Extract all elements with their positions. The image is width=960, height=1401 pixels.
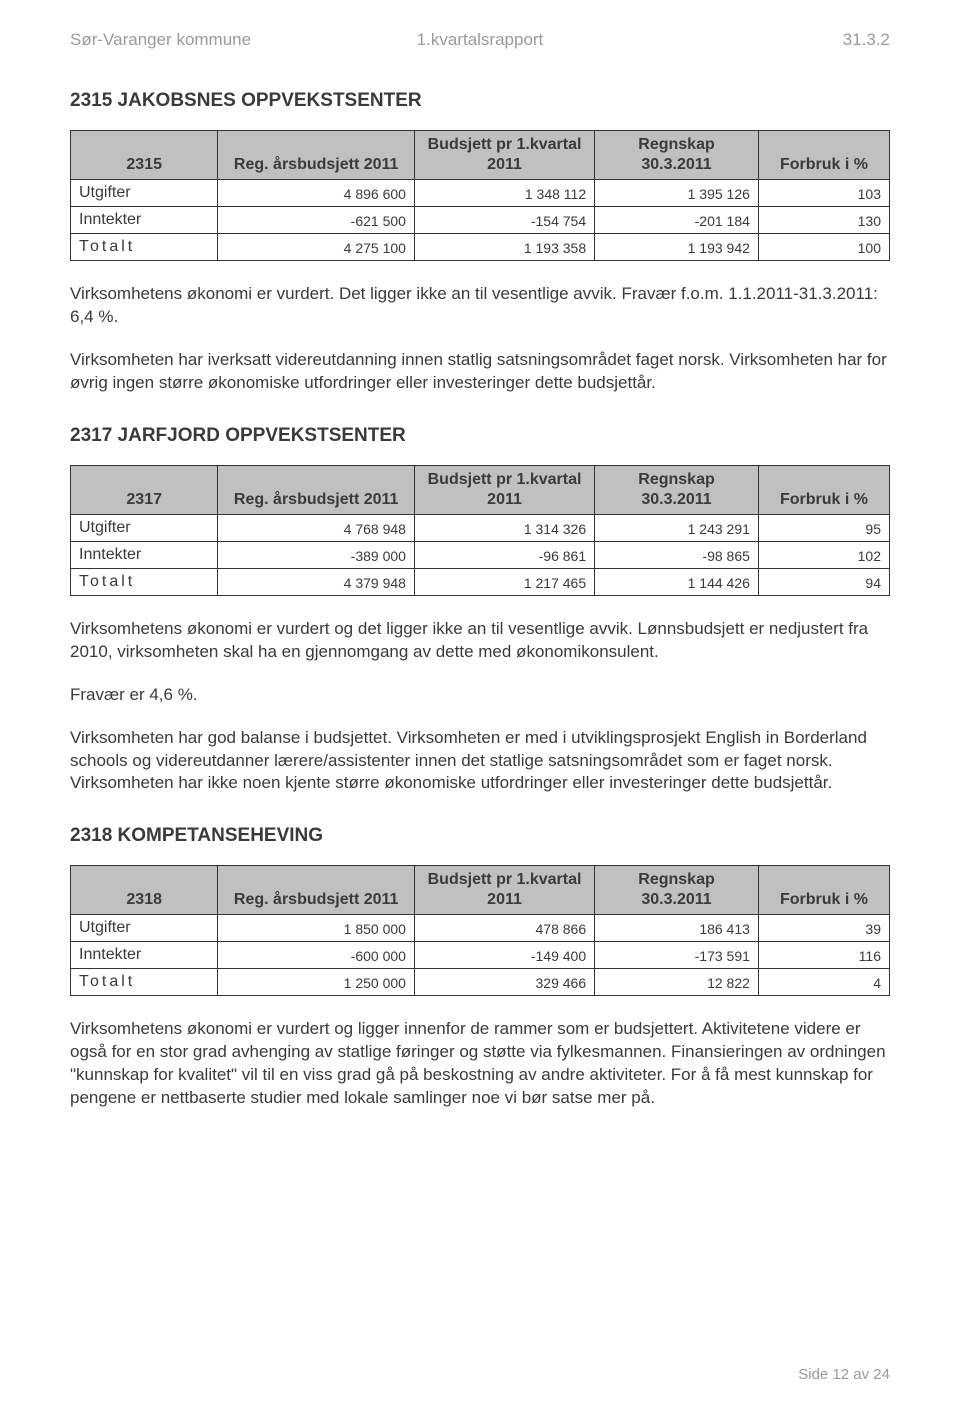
table-cell: 12 822 [595, 969, 759, 996]
budget-table: 2317Reg. årsbudsjett 2011Budsjett pr 1.k… [70, 465, 890, 596]
table-row: Totalt4 379 9481 217 4651 144 42694 [71, 568, 890, 595]
page-header: Sør-Varanger kommune 1.kvartalsrapport 3… [70, 30, 890, 50]
table-column-header: Forbruk i % [758, 465, 889, 514]
table-row: Totalt1 250 000329 46612 8224 [71, 969, 890, 996]
sections-container: 2315 JAKOBSNES OPPVEKSTSENTER2315Reg. år… [70, 90, 890, 1110]
table-cell: 1 193 942 [595, 234, 759, 261]
page-footer: Side 12 av 24 [798, 1366, 890, 1383]
body-paragraph: Virksomheten har iverksatt videreutdanni… [70, 349, 890, 395]
table-cell: 4 275 100 [218, 234, 415, 261]
body-paragraph: Virksomhetens økonomi er vurdert og det … [70, 618, 890, 664]
table-id-header: 2315 [71, 131, 218, 180]
table-row: Inntekter-389 000-96 861-98 865102 [71, 541, 890, 568]
table-column-header: Regnskap 30.3.2011 [595, 465, 759, 514]
budget-table: 2315Reg. årsbudsjett 2011Budsjett pr 1.k… [70, 130, 890, 261]
row-label: Inntekter [71, 207, 218, 234]
section-title: 2315 JAKOBSNES OPPVEKSTSENTER [70, 90, 890, 112]
table-cell: 329 466 [414, 969, 594, 996]
table-cell: 1 850 000 [218, 915, 415, 942]
table-cell: -154 754 [414, 207, 594, 234]
table-cell: 1 217 465 [414, 568, 594, 595]
table-row: Utgifter4 768 9481 314 3261 243 29195 [71, 514, 890, 541]
table-cell: 4 379 948 [218, 568, 415, 595]
table-cell: 116 [758, 942, 889, 969]
table-column-header: Reg. årsbudsjett 2011 [218, 465, 415, 514]
table-row: Utgifter4 896 6001 348 1121 395 126103 [71, 180, 890, 207]
table-id-header: 2317 [71, 465, 218, 514]
header-left: Sør-Varanger kommune [70, 30, 343, 50]
row-label: Utgifter [71, 915, 218, 942]
table-column-header: Budsjett pr 1.kvartal 2011 [414, 131, 594, 180]
table-column-header: Forbruk i % [758, 131, 889, 180]
table-row: Inntekter-621 500-154 754-201 184130 [71, 207, 890, 234]
table-column-header: Regnskap 30.3.2011 [595, 131, 759, 180]
table-column-header: Regnskap 30.3.2011 [595, 866, 759, 915]
table-cell: 4 768 948 [218, 514, 415, 541]
table-cell: 130 [758, 207, 889, 234]
table-cell: 1 348 112 [414, 180, 594, 207]
row-label: Totalt [71, 568, 218, 595]
table-cell: 1 314 326 [414, 514, 594, 541]
table-cell: 4 [758, 969, 889, 996]
table-column-header: Forbruk i % [758, 866, 889, 915]
table-cell: -389 000 [218, 541, 415, 568]
table-cell: 186 413 [595, 915, 759, 942]
body-paragraph: Virksomhetens økonomi er vurdert og ligg… [70, 1018, 890, 1110]
table-id-header: 2318 [71, 866, 218, 915]
row-label: Utgifter [71, 514, 218, 541]
table-cell: 1 243 291 [595, 514, 759, 541]
table-cell: -149 400 [414, 942, 594, 969]
table-cell: 95 [758, 514, 889, 541]
table-column-header: Reg. årsbudsjett 2011 [218, 131, 415, 180]
row-label: Totalt [71, 969, 218, 996]
table-column-header: Budsjett pr 1.kvartal 2011 [414, 866, 594, 915]
table-column-header: Reg. årsbudsjett 2011 [218, 866, 415, 915]
table-cell: -600 000 [218, 942, 415, 969]
table-cell: 102 [758, 541, 889, 568]
table-cell: 39 [758, 915, 889, 942]
table-cell: 1 395 126 [595, 180, 759, 207]
table-cell: -173 591 [595, 942, 759, 969]
table-cell: -201 184 [595, 207, 759, 234]
body-paragraph: Fravær er 4,6 %. [70, 684, 890, 707]
table-cell: 4 896 600 [218, 180, 415, 207]
table-row: Utgifter1 850 000478 866186 41339 [71, 915, 890, 942]
table-cell: 1 144 426 [595, 568, 759, 595]
row-label: Utgifter [71, 180, 218, 207]
section-title: 2318 KOMPETANSEHEVING [70, 825, 890, 847]
table-cell: 94 [758, 568, 889, 595]
table-cell: -621 500 [218, 207, 415, 234]
table-row: Totalt4 275 1001 193 3581 193 942100 [71, 234, 890, 261]
table-cell: 1 193 358 [414, 234, 594, 261]
table-cell: 100 [758, 234, 889, 261]
table-cell: -96 861 [414, 541, 594, 568]
header-right: 31.3.2 [617, 30, 890, 50]
document-page: Sør-Varanger kommune 1.kvartalsrapport 3… [0, 0, 960, 1401]
budget-table: 2318Reg. årsbudsjett 2011Budsjett pr 1.k… [70, 865, 890, 996]
table-row: Inntekter-600 000-149 400-173 591116 [71, 942, 890, 969]
body-paragraph: Virksomheten har god balanse i budsjette… [70, 727, 890, 796]
section-title: 2317 JARFJORD OPPVEKSTSENTER [70, 425, 890, 447]
header-center: 1.kvartalsrapport [343, 30, 616, 50]
table-cell: 478 866 [414, 915, 594, 942]
table-column-header: Budsjett pr 1.kvartal 2011 [414, 465, 594, 514]
table-cell: 1 250 000 [218, 969, 415, 996]
table-cell: 103 [758, 180, 889, 207]
table-cell: -98 865 [595, 541, 759, 568]
body-paragraph: Virksomhetens økonomi er vurdert. Det li… [70, 283, 890, 329]
row-label: Totalt [71, 234, 218, 261]
row-label: Inntekter [71, 541, 218, 568]
row-label: Inntekter [71, 942, 218, 969]
